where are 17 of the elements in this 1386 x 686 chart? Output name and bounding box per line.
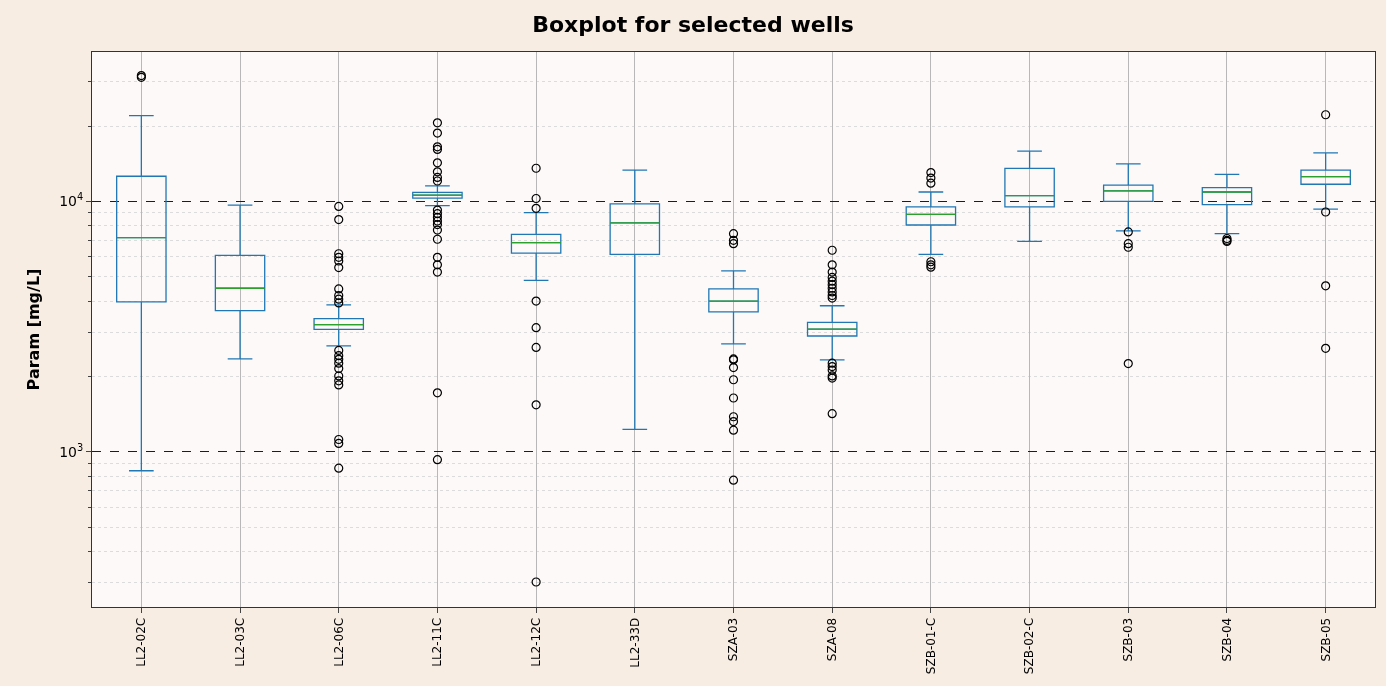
x-tick-label: LL2-02C: [134, 617, 149, 667]
y-tick-label: 10$^{4}$: [59, 191, 84, 210]
x-tick-label: SZB-04: [1219, 617, 1234, 662]
x-tick-label: SZA-03: [726, 617, 741, 662]
x-tick-label: LL2-33D: [627, 617, 642, 668]
x-tick-label: SZA-08: [825, 617, 840, 662]
x-tick-label: LL2-06C: [331, 617, 346, 667]
x-tick-label: SZB-02-C: [1022, 617, 1037, 675]
x-tick-label: LL2-03C: [232, 617, 247, 667]
x-tick-label: SZB-01-C: [923, 617, 938, 675]
y-tick-label: 10$^{3}$: [59, 441, 84, 460]
y-axis-title: Param [mg/L]: [24, 268, 44, 391]
x-tick-label: LL2-11C: [430, 617, 445, 667]
x-tick-label: SZB-03: [1121, 617, 1136, 662]
chart-title: Boxplot for selected wells: [532, 11, 854, 37]
x-tick-label: SZB-05: [1318, 617, 1333, 662]
x-tick-label: LL2-12C: [529, 617, 544, 667]
